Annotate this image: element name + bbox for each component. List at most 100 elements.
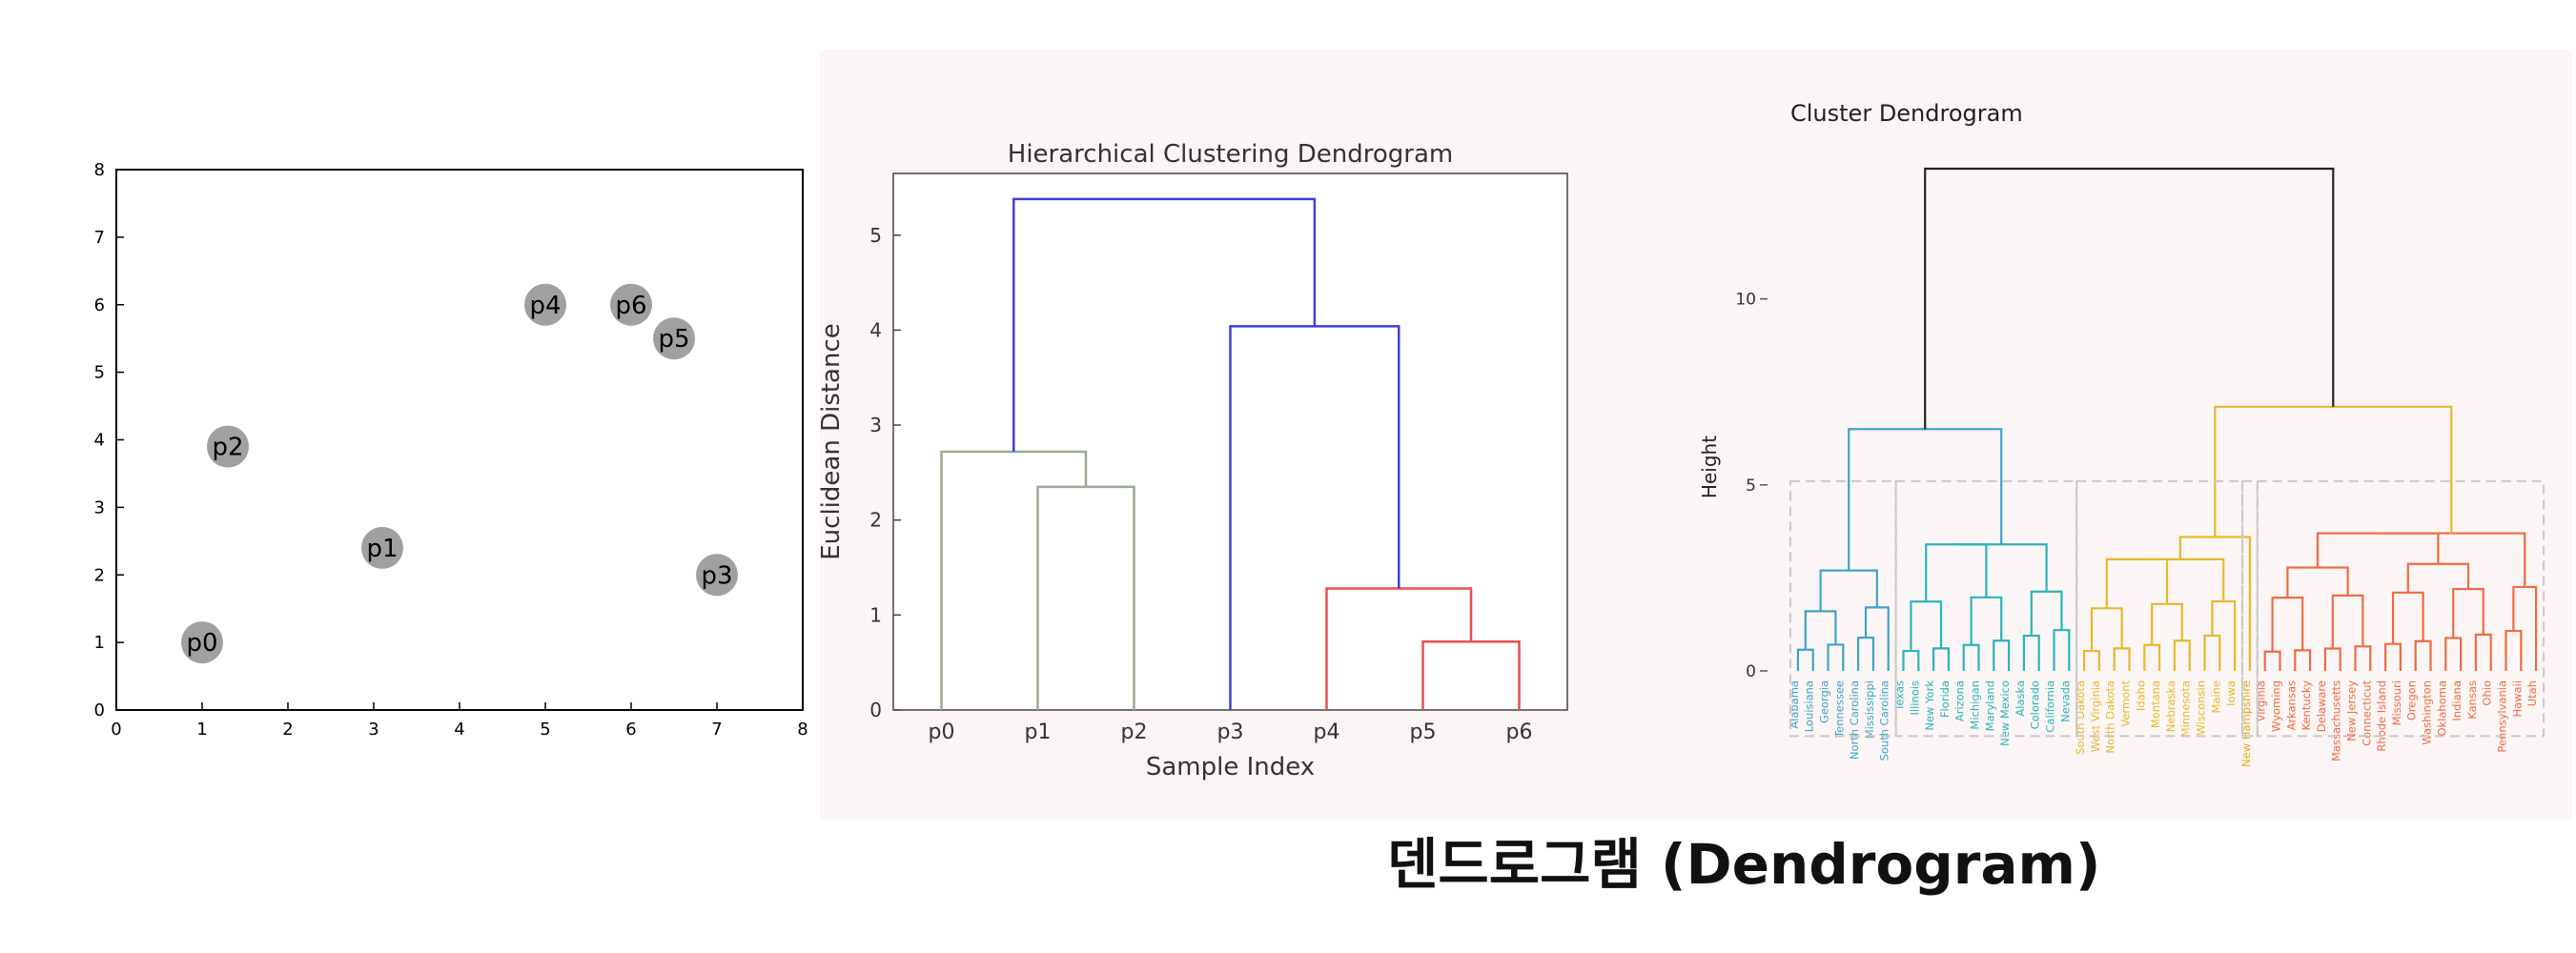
group-4-link-5 bbox=[2414, 639, 2432, 671]
dendrogram-link-0 bbox=[1036, 485, 1135, 710]
hierarchical-dendrogram: Hierarchical Clustering Dendrogram Sample… bbox=[817, 140, 1568, 781]
point-p1 bbox=[361, 526, 403, 569]
leaf-label: Iowa bbox=[2224, 680, 2238, 706]
leaf-label: Maine bbox=[2209, 680, 2222, 714]
y-tick-label: 10 bbox=[1735, 291, 1756, 310]
leaf-label-p6: p6 bbox=[1506, 720, 1533, 744]
point-label-p1: p1 bbox=[366, 535, 398, 563]
group-4-link-4 bbox=[2384, 642, 2402, 671]
point-label-p0: p0 bbox=[186, 629, 217, 658]
x-tick-label: 3 bbox=[368, 720, 378, 740]
leaf-label: Vermont bbox=[2119, 680, 2133, 727]
leaf-label: Kansas bbox=[2465, 680, 2479, 720]
group-1-link-7 bbox=[1970, 596, 2003, 645]
chart-title: Cluster Dendrogram bbox=[1790, 100, 2023, 127]
leaf-label: Washington bbox=[2421, 680, 2434, 745]
group-0-link-5 bbox=[1819, 569, 1878, 612]
leaf-label: Missouri bbox=[2390, 680, 2403, 725]
x-tick-label: 5 bbox=[540, 720, 550, 740]
y-tick-label: 0 bbox=[869, 699, 882, 721]
y-tick-label: 5 bbox=[1746, 476, 1756, 496]
group-1-link-1 bbox=[1932, 647, 1950, 671]
y-tick-label: 4 bbox=[94, 431, 105, 451]
dendrogram-link-5 bbox=[1012, 197, 1317, 452]
group-4-link-7 bbox=[2474, 633, 2492, 671]
y-tick-label: 0 bbox=[1746, 662, 1756, 681]
scatter-plot: 0 1 2 3 4 5 6 7 8 0 1 2 3 4 5 6 7 8 p0 p1 p2 p3 p4 p5 p6 bbox=[94, 160, 808, 740]
leaf-label: Louisiana bbox=[1803, 680, 1816, 732]
leaf-label: Florida bbox=[1938, 680, 1952, 718]
y-tick-label: 5 bbox=[869, 224, 882, 247]
leaf-label: South Carolina bbox=[1878, 680, 1891, 760]
y-tick-label: 1 bbox=[94, 633, 105, 653]
leaf-label: Illinois bbox=[1908, 680, 1921, 716]
group-2-link-2 bbox=[2143, 643, 2161, 671]
group-1-link-2 bbox=[1962, 643, 1980, 671]
leaf-label: Maryland bbox=[1983, 680, 1996, 731]
leaf-label: Massachusetts bbox=[2330, 680, 2343, 761]
leaf-label: Oklahoma bbox=[2435, 680, 2448, 737]
leaf-label: North Carolina bbox=[1848, 680, 1861, 760]
group-4-link-12 bbox=[2452, 587, 2484, 639]
group-4-link-16 bbox=[2316, 532, 2440, 568]
leaf-label: Arkansas bbox=[2284, 680, 2298, 730]
leaf-label: Alaska bbox=[2014, 680, 2027, 717]
group-0-link-4 bbox=[1864, 606, 1890, 671]
group-1-link-0 bbox=[1902, 649, 1920, 671]
x-tick-label: 7 bbox=[711, 720, 722, 740]
group-2-link-0 bbox=[2083, 649, 2100, 671]
group-4-link-13 bbox=[2512, 585, 2538, 671]
point-p4 bbox=[524, 283, 566, 326]
y-tick-label: 3 bbox=[94, 497, 105, 517]
point-p6 bbox=[610, 283, 652, 326]
cluster-box-1 bbox=[1894, 479, 2078, 738]
point-label-p6: p6 bbox=[615, 292, 646, 320]
group-0-link-1 bbox=[1827, 643, 1845, 671]
merge-root bbox=[1924, 167, 2335, 430]
group-2-link-1 bbox=[2113, 647, 2131, 671]
y-tick-label: 2 bbox=[94, 565, 105, 585]
leaf-label: New Mexico bbox=[1998, 680, 2012, 746]
y-axis-label: Height bbox=[1698, 436, 1721, 498]
cluster-box-0 bbox=[1789, 479, 1897, 738]
y-tick-label: 8 bbox=[94, 160, 105, 180]
group-4-link-3 bbox=[2354, 645, 2372, 671]
group-4-link-1 bbox=[2294, 649, 2312, 671]
leaf-label-p3: p3 bbox=[1217, 720, 1244, 744]
x-tick-label: 1 bbox=[196, 720, 207, 740]
point-label-p5: p5 bbox=[658, 325, 689, 354]
leaf-label-p4: p4 bbox=[1314, 720, 1340, 744]
group-2-link-4 bbox=[2203, 634, 2221, 671]
leaf-label: Arizona bbox=[1953, 680, 1967, 721]
x-tick-label: 6 bbox=[625, 720, 636, 740]
dendrogram-link-2 bbox=[1421, 640, 1521, 710]
group-2-link-8 bbox=[2105, 558, 2169, 609]
x-axis-label: Sample Index bbox=[1146, 753, 1315, 781]
group-1-link-10 bbox=[1955, 543, 2048, 592]
leaf-label-p5: p5 bbox=[1410, 720, 1437, 744]
point-label-p2: p2 bbox=[212, 434, 243, 462]
group-1-link-9 bbox=[1925, 543, 1988, 602]
group-4-link-9 bbox=[2271, 597, 2304, 652]
scatter-plot-panel: 0 1 2 3 4 5 6 7 8 0 1 2 3 4 5 6 7 8 p0 p1 p2 p3 p4 p5 p6 bbox=[0, 143, 820, 762]
caption: 덴드로그램 (Dendrogram) bbox=[1387, 832, 2101, 897]
group-4-link-17 bbox=[2378, 532, 2526, 587]
group-1-link-6 bbox=[1910, 600, 1943, 652]
leaf-label: Connecticut bbox=[2360, 680, 2373, 746]
leaf-label: Pennsylvania bbox=[2496, 680, 2509, 753]
leaf-label: Utah bbox=[2525, 680, 2539, 706]
leaf-label: North Dakota bbox=[2104, 680, 2117, 754]
leaf-label: Delaware bbox=[2315, 680, 2328, 732]
merge-right bbox=[2214, 405, 2453, 537]
chart-title: Hierarchical Clustering Dendrogram bbox=[1008, 140, 1453, 169]
group-2-link-5 bbox=[2090, 607, 2123, 652]
leaf-label: Rhode Island bbox=[2375, 680, 2388, 752]
cluster-box-4 bbox=[2256, 479, 2545, 738]
leaf-label: Hawaii bbox=[2510, 680, 2524, 718]
leaf-label: Michigan bbox=[1969, 680, 1982, 730]
x-tick-label: 8 bbox=[797, 720, 808, 740]
group-4-link-15 bbox=[2406, 562, 2470, 593]
leaf-label: Wisconsin bbox=[2195, 680, 2208, 735]
leaf-label: Kentucky bbox=[2300, 680, 2313, 731]
